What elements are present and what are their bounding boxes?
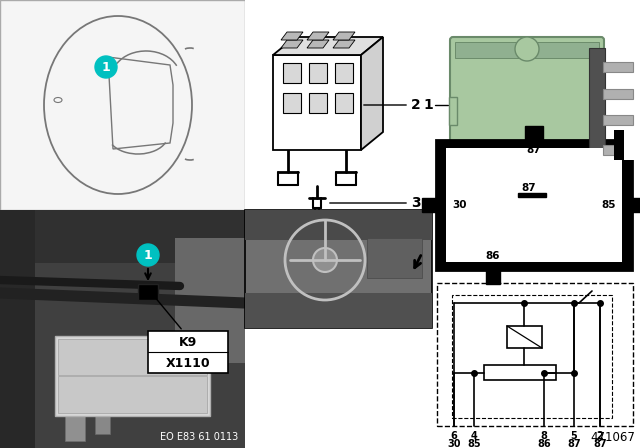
Text: 87: 87: [593, 439, 607, 448]
Circle shape: [137, 244, 159, 266]
Bar: [432, 0, 640, 210]
Circle shape: [95, 56, 117, 78]
Text: 86: 86: [486, 251, 500, 261]
Bar: [65, 413, 85, 441]
Bar: [55, 336, 210, 416]
Bar: [422, 198, 436, 212]
Text: 1: 1: [143, 249, 152, 262]
Bar: [0, 0, 245, 210]
Bar: [245, 210, 432, 328]
Bar: [175, 238, 245, 363]
Text: 8: 8: [541, 431, 547, 441]
Bar: [335, 63, 353, 83]
Polygon shape: [333, 40, 355, 48]
Bar: [486, 270, 500, 284]
FancyBboxPatch shape: [450, 37, 604, 173]
Text: 30: 30: [452, 200, 467, 210]
Text: 2: 2: [596, 431, 604, 441]
Bar: [138, 284, 158, 300]
Bar: [0, 210, 245, 448]
Text: EO E83 61 0113: EO E83 61 0113: [160, 432, 238, 442]
Text: 471067: 471067: [590, 431, 635, 444]
Polygon shape: [281, 32, 303, 40]
Polygon shape: [307, 32, 329, 40]
Bar: [58, 339, 207, 375]
Text: 2: 2: [411, 98, 420, 112]
Bar: [603, 89, 633, 99]
Bar: [452, 295, 612, 418]
Bar: [245, 0, 432, 210]
Text: 85: 85: [602, 200, 616, 210]
Polygon shape: [273, 37, 383, 55]
Circle shape: [515, 37, 539, 61]
Text: 1: 1: [102, 60, 110, 73]
Polygon shape: [361, 37, 383, 150]
Bar: [455, 42, 599, 58]
Text: 87: 87: [527, 145, 541, 155]
Polygon shape: [281, 40, 303, 48]
Bar: [309, 63, 327, 83]
Text: 30: 30: [447, 439, 461, 448]
Bar: [614, 130, 624, 160]
Bar: [309, 93, 327, 113]
Bar: [58, 376, 207, 413]
Bar: [449, 97, 457, 125]
Bar: [335, 93, 353, 113]
Bar: [0, 210, 245, 263]
Bar: [245, 210, 432, 240]
Text: 3: 3: [411, 196, 420, 210]
Bar: [484, 365, 556, 380]
Text: X1110: X1110: [166, 357, 211, 370]
Bar: [95, 412, 110, 434]
Bar: [148, 331, 228, 373]
Bar: [273, 55, 361, 150]
Bar: [436, 140, 632, 270]
Bar: [367, 238, 422, 278]
Text: 4: 4: [470, 431, 477, 441]
Text: 6: 6: [451, 431, 458, 441]
Text: 5: 5: [571, 431, 577, 441]
Text: 1: 1: [423, 98, 433, 112]
Bar: [614, 130, 640, 160]
Text: 87: 87: [522, 183, 536, 193]
Bar: [245, 293, 432, 328]
Bar: [432, 273, 640, 448]
Bar: [283, 93, 301, 113]
Text: 87: 87: [567, 439, 581, 448]
Text: K9: K9: [179, 336, 197, 349]
Text: 85: 85: [467, 439, 481, 448]
Bar: [589, 48, 605, 162]
Bar: [283, 63, 301, 83]
Bar: [446, 148, 622, 262]
Bar: [525, 126, 543, 140]
Text: 86: 86: [537, 439, 551, 448]
Bar: [603, 145, 633, 155]
Circle shape: [313, 248, 337, 272]
Bar: [632, 198, 640, 212]
Bar: [0, 210, 35, 448]
Polygon shape: [333, 32, 355, 40]
Bar: [603, 115, 633, 125]
Bar: [518, 193, 546, 197]
Polygon shape: [307, 40, 329, 48]
Bar: [603, 62, 633, 72]
Bar: [437, 283, 633, 426]
Bar: [507, 326, 542, 348]
